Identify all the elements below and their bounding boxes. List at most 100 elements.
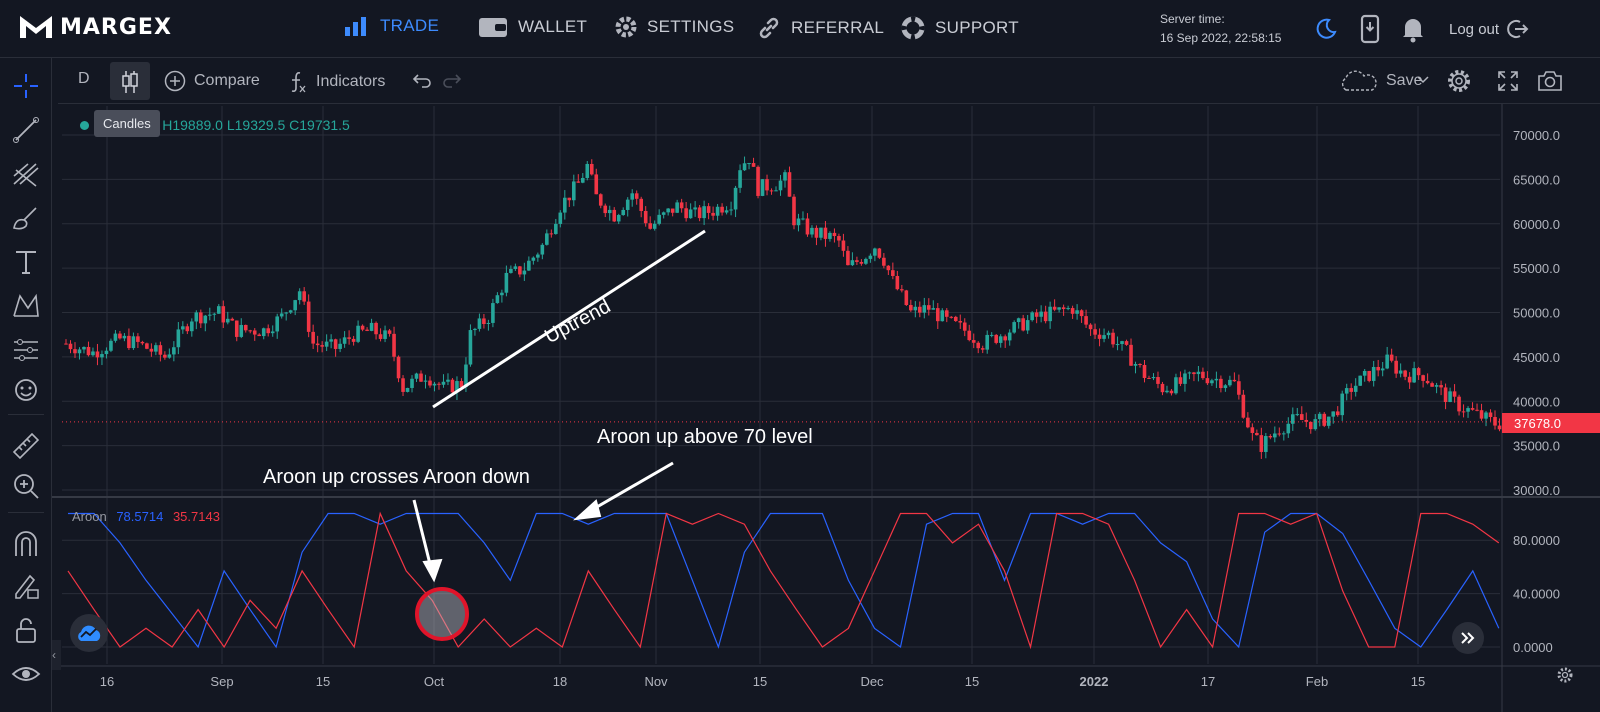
candle-body [1295,414,1300,416]
logout-label: Log out [1449,20,1500,38]
price-axis-tick: 30000.0 [1513,483,1560,498]
trend-line-icon[interactable] [10,114,42,146]
margex-logo[interactable]: MARGEX [18,12,172,42]
candle-body [212,313,217,315]
candle-body [1039,311,1043,317]
candle-body [522,270,527,275]
candle-body [225,318,230,323]
candle-body [320,345,324,347]
candle-body [1232,379,1237,382]
aroon-down-line [67,511,1500,650]
candle-body [158,345,163,355]
candle-body [1021,318,1025,331]
candle-body [68,343,73,350]
candle-body [962,322,967,331]
candle-body [1326,416,1331,426]
candle-body [342,337,347,344]
brush-icon[interactable] [10,202,42,234]
brand-name: MARGEX [60,14,172,40]
link-icon [759,17,779,39]
candle-body [652,223,657,229]
candle-body [630,193,635,200]
candle-body [365,329,369,331]
fib-tool-icon[interactable] [10,158,42,190]
candle-body [998,336,1003,343]
candle-body [1470,408,1475,410]
nav-wallet[interactable]: WALLET [478,16,587,38]
fullscreen-icon[interactable] [1496,69,1520,93]
camera-icon[interactable] [1536,68,1564,94]
notifications-button[interactable] [1401,15,1425,48]
ruler-icon[interactable] [10,430,42,462]
unlock-icon[interactable] [10,614,42,646]
candle-body [338,343,342,349]
nav-support[interactable]: SUPPORT [901,16,1019,40]
text-tool-icon[interactable] [10,246,42,278]
compare-label: Compare [194,72,260,89]
lock-drawing-icon[interactable] [10,570,42,602]
candle-body [1259,435,1264,452]
moon-icon [1316,18,1337,39]
candle-body [1160,383,1165,393]
sidebar-divider [8,512,44,513]
candle-body [100,354,104,358]
candle-body [297,291,302,301]
theme-toggle[interactable] [1314,17,1338,46]
collapse-sidebar-handle[interactable]: ‹ [52,640,61,670]
time-axis-tick: Oct [424,674,445,689]
candle-body [154,345,158,352]
candle-body [1403,370,1407,377]
candle-body [270,331,275,334]
pattern-tool-icon[interactable] [10,290,42,322]
aroon-legend[interactable]: Aroon 78.5714 35.7143 [72,509,220,524]
candle-body [1493,417,1497,426]
scroll-to-realtime-button[interactable] [1452,622,1484,654]
candle-body [1430,383,1434,387]
logout-button[interactable]: Log out [1449,18,1529,40]
candle-body [1425,380,1430,384]
chart-type-button[interactable] [110,62,150,100]
candle-body [387,330,392,334]
candle-body [1299,414,1304,420]
candle-body [796,218,801,226]
candle-body [1452,391,1457,397]
chart-settings-icon[interactable] [1446,68,1472,94]
chevron-down-icon[interactable] [1416,74,1430,86]
zoom-in-icon[interactable] [10,470,42,502]
prediction-tool-icon[interactable] [10,334,42,366]
candle-body [751,163,756,167]
axis-settings-icon[interactable] [1556,666,1574,684]
crosshair-icon[interactable] [10,70,42,102]
interval-button[interactable]: D [78,70,90,88]
ohlc-readout: 6.5 H19889.0 L19329.5 C19731.5 [80,117,350,133]
nav-referral[interactable]: REFERRAL [757,16,884,40]
undo-icon[interactable] [410,71,432,91]
candle-body [585,163,590,178]
candle-body [1304,419,1309,422]
indicators-button[interactable]: Indicators [288,70,385,94]
candle-body [1097,334,1102,339]
candle-body [567,197,572,201]
price-chart[interactable]: 70000.0 65000.0 60000.0 55000.0 50000.0 45000… [52,104,1600,712]
candle-body [450,379,455,393]
candle-body [1196,371,1201,375]
sidebar-divider [8,414,44,415]
nav-trade[interactable]: TRADE [344,16,439,36]
redo-icon[interactable] [442,71,464,91]
candle-body [473,328,477,331]
candle-body [1124,341,1129,345]
candle-body [482,318,486,325]
eye-icon[interactable] [10,658,42,690]
candle-body [1223,385,1228,389]
candle-body [1079,310,1084,317]
nav-settings[interactable]: SETTINGS [615,16,734,38]
candle-body [576,181,581,183]
emoji-icon[interactable] [10,374,42,406]
mobile-app-button[interactable] [1359,14,1381,49]
save-button[interactable]: Save [1338,70,1422,92]
candle-body [944,310,949,317]
tradingview-logo-button[interactable] [70,614,108,652]
candle-body [1282,433,1286,435]
compare-button[interactable]: Compare [164,70,260,92]
magnet-icon[interactable] [10,528,42,560]
